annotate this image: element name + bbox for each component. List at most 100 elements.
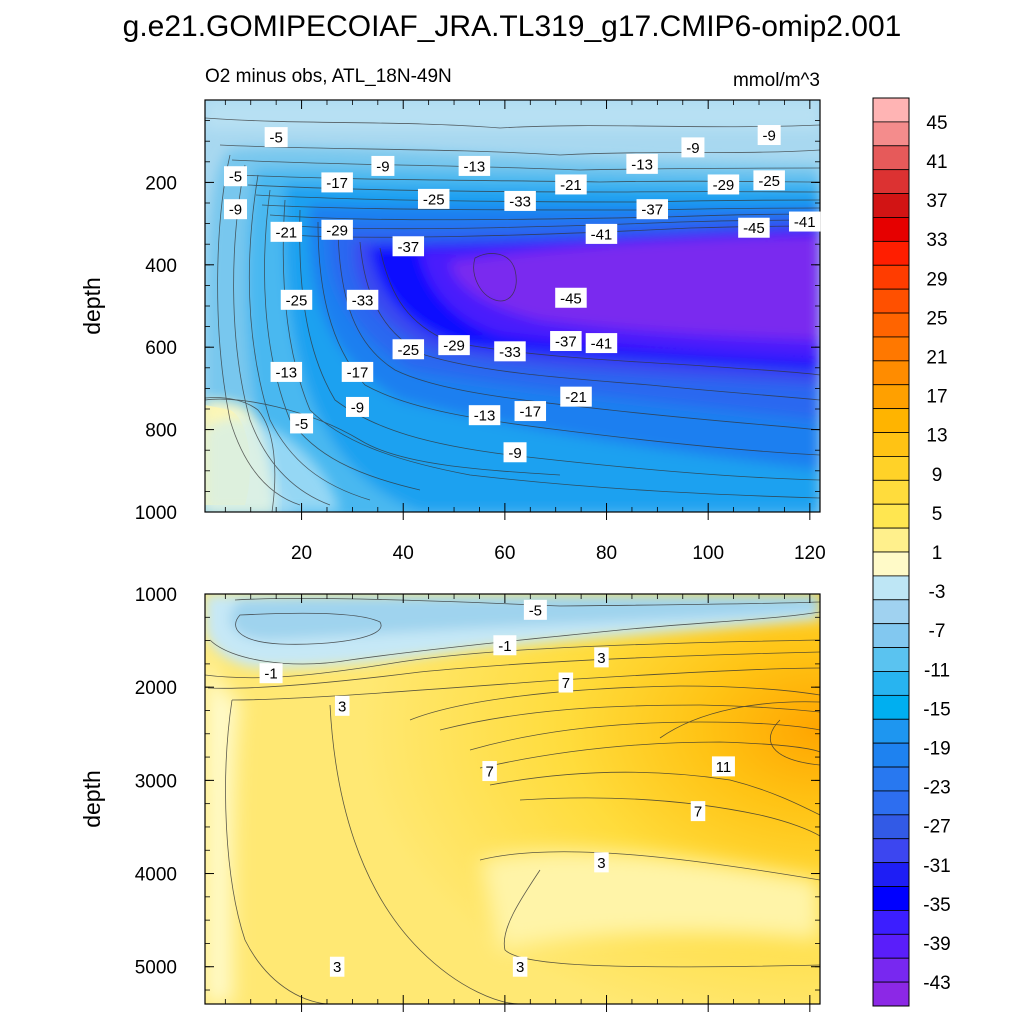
contour-label: -17 (514, 401, 547, 422)
contour-label: -17 (321, 172, 353, 193)
y-tick-label: 1000 (135, 585, 177, 606)
colorbar-label: -35 (923, 895, 950, 916)
contour-label-box (503, 442, 527, 463)
colorbar-box (872, 981, 910, 1007)
contour-label-text: -5 (529, 602, 542, 619)
contour-label-text: -5 (229, 169, 242, 186)
x-tick-label: 60 (494, 543, 515, 564)
lower-plot-frame (204, 593, 821, 1005)
contour-label-box (558, 672, 574, 693)
x-tick-label: 80 (596, 543, 617, 564)
colorbar-box (872, 623, 910, 648)
colorbar-box (872, 360, 910, 386)
contour-label: -21 (560, 386, 592, 407)
contour-label-text: -21 (275, 224, 297, 241)
contour-label: 7 (690, 801, 706, 822)
contour-label-box (707, 174, 740, 195)
lower-y-tick-labels: 1000 2000 3000 4000 5000 (135, 585, 177, 979)
contour-label: -45 (738, 217, 770, 238)
contour-label: -25 (417, 188, 450, 209)
contour-label: -9 (345, 396, 369, 417)
colorbar-boxes (872, 97, 910, 1007)
contour-label-box (270, 361, 303, 382)
contour-label: 3 (512, 956, 528, 977)
contour-label-box (468, 405, 501, 426)
colorbar-label: 17 (926, 387, 947, 408)
contour-label-box (458, 155, 491, 176)
colorbar-box (872, 264, 910, 290)
contour-label-box (690, 801, 706, 822)
upper-contour-labels: -5 -9 -13 -13 -9 -9 -5 -17 -9 -25 -33 -21 -37 -29 -25 -… (223, 125, 821, 463)
upper-y-tick-labels: 200 400 600 800 1000 (135, 173, 177, 524)
chart-units-label: mmol/m^3 (733, 70, 820, 91)
colorbar-label: -23 (923, 778, 950, 799)
y-tick-label: 4000 (135, 865, 177, 886)
contour-label-box (321, 219, 353, 240)
contour-label-box (392, 339, 425, 360)
contour-label-box (789, 211, 821, 232)
y-tick-label: 600 (145, 338, 177, 359)
contour-label: 11 (711, 756, 735, 777)
colorbar-box (872, 957, 910, 983)
contour-label: -41 (789, 211, 821, 232)
contour-label-box (594, 647, 609, 668)
colorbar-box (872, 479, 910, 505)
contour-label-text: -33 (352, 292, 374, 309)
contour-label-box (371, 155, 395, 176)
chart-subtitle-left: O2 minus obs, ATL_18N-49N (205, 66, 452, 87)
contour-label-box (346, 289, 379, 310)
colorbar-box (872, 527, 910, 553)
contour-label: -37 (636, 199, 669, 220)
lower-ticks (205, 593, 820, 1012)
contour-label-text: -21 (565, 389, 587, 406)
colorbar-box (872, 886, 910, 911)
contour-label: -29 (321, 219, 353, 240)
colorbar-label: 41 (926, 152, 947, 173)
colorbar-box (872, 671, 910, 696)
contour-label: -9 (681, 137, 705, 158)
contour-label: -1 (259, 663, 283, 684)
contour-label: -29 (438, 335, 470, 356)
contour-label: -45 (555, 287, 587, 308)
contour-label-text: 11 (716, 759, 732, 776)
contour-label: -5 (264, 127, 288, 148)
contour-label-box (504, 190, 536, 211)
lower-panel: 1000 2000 3000 4000 5000 depth -5 -1 -1 3 7 3 7 11 7… (79, 585, 821, 1012)
contour-label-box (681, 137, 705, 158)
colorbar-box (872, 456, 910, 481)
contour-label-box (280, 289, 313, 310)
contour-label: -25 (280, 289, 313, 310)
contour-label-box (334, 695, 350, 716)
contour-label-box (738, 217, 770, 238)
contour-label-box (585, 223, 618, 244)
colorbar-box (872, 288, 910, 314)
contour-label-text: 7 (485, 764, 493, 781)
contour-label-text: -25 (423, 191, 445, 208)
contour-label-box (523, 599, 547, 620)
colorbar-box (872, 742, 910, 768)
contour-label: -25 (753, 170, 785, 191)
contour-label-text: -9 (508, 445, 521, 462)
colorbar-box (872, 910, 910, 935)
contour-label-text: -41 (794, 214, 816, 231)
contour-label-box (290, 413, 314, 434)
colorbar-box (872, 384, 910, 410)
colorbar-box (872, 408, 910, 433)
colorbar-box (872, 551, 910, 577)
contour-label-box (494, 341, 526, 362)
colorbar-label: -15 (923, 699, 950, 720)
contour-label: -13 (458, 155, 491, 176)
contour-label-box (594, 852, 609, 873)
colorbar-box (872, 718, 910, 744)
contour-label: -29 (707, 174, 740, 195)
colorbar-box (872, 599, 910, 625)
contour-label: -13 (626, 153, 658, 174)
contour-label-text: 3 (597, 650, 605, 667)
colorbar-box (872, 933, 910, 959)
colorbar: 45 41 37 33 29 25 21 17 13 9 5 1 -3 -7 -11 -15 -19 -23 -27… (872, 97, 951, 1007)
colorbar-box (872, 790, 910, 816)
colorbar-box (872, 193, 910, 218)
contour-label-box (341, 361, 374, 382)
contour-label-box (482, 761, 497, 782)
contour-label-box (270, 221, 303, 242)
